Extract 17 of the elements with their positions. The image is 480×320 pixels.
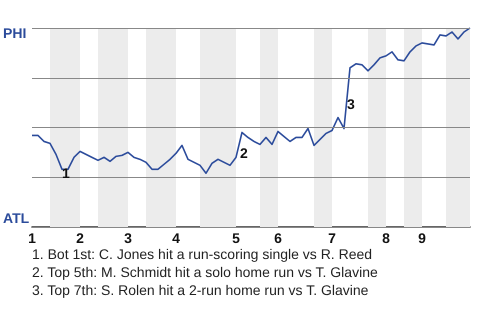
text: 3. Top 7th: S. Rolen hit a 2-run home run vs T. Glavine [32, 281, 370, 299]
x-tick-label: 5 [232, 230, 240, 246]
x-tick-label: 9 [418, 230, 426, 246]
text: ATL [3, 210, 30, 226]
text: PHI [3, 25, 26, 41]
x-tick-label: 7 [328, 230, 336, 246]
annotation: 1 [62, 165, 70, 181]
text: 1. Bot 1st: C. Jones hit a run-scoring single vs R. Reed [32, 245, 374, 263]
x-tick-label: 2 [76, 230, 84, 246]
text: 2. Top 5th: M. Schmidt hit a solo home run vs T. Glavine [32, 263, 378, 281]
annotation: 3 [347, 96, 355, 112]
x-tick-label: 1 [28, 230, 36, 246]
x-tick-label: 3 [124, 230, 132, 246]
x-tick-label: 4 [172, 230, 180, 246]
x-tick-label: 8 [382, 230, 390, 246]
annotation: 2 [240, 145, 248, 161]
x-tick-label: 6 [274, 230, 282, 246]
